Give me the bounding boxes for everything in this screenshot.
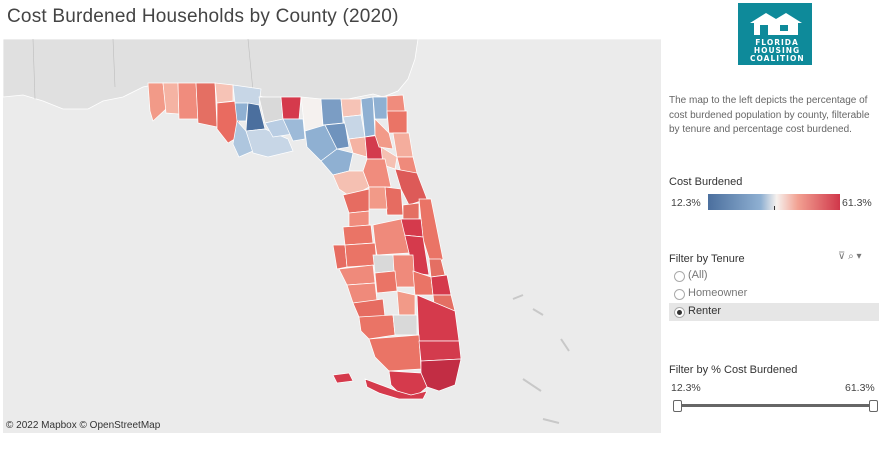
land-north (3, 39, 661, 110)
county-holmes[interactable] (214, 82, 234, 104)
state-border-lines (32, 39, 254, 100)
county-hillsborough[interactable] (344, 242, 378, 268)
county-okaloosa[interactable] (177, 82, 199, 120)
county-indian-river[interactable] (428, 258, 446, 278)
county-sarasota[interactable] (346, 282, 378, 304)
county-sumter[interactable] (368, 186, 388, 210)
county-dixie[interactable] (320, 148, 354, 176)
county-desoto[interactable] (374, 270, 398, 294)
county-franklin[interactable] (245, 128, 294, 158)
logo-line-florida: FLORIDA (755, 38, 799, 47)
county-pinellas[interactable] (332, 244, 348, 270)
county-volusia[interactable] (394, 168, 428, 206)
county-duval[interactable] (386, 110, 408, 134)
map-canvas[interactable] (3, 39, 661, 433)
tenure-option-all[interactable]: (All) (669, 267, 879, 285)
logo-line-coalition: COALITION (750, 54, 805, 63)
radio-renter[interactable] (674, 307, 685, 318)
county-jefferson[interactable] (300, 96, 324, 132)
legend-midpoint-marker (774, 206, 775, 210)
pct-filter-title: Filter by % Cost Burdened (669, 364, 798, 376)
county-st-johns[interactable] (392, 132, 414, 158)
map-attribution[interactable]: © 2022 Mapbox © OpenStreetMap (6, 420, 161, 431)
search-icon[interactable]: ⌕ (848, 251, 854, 262)
radio-homeowner[interactable] (674, 289, 685, 300)
county-monroe-west-island[interactable] (332, 372, 354, 384)
county-washington[interactable] (234, 102, 249, 122)
county-okeechobee[interactable] (412, 270, 434, 296)
county-gulf[interactable] (232, 120, 254, 158)
tenure-option-label: (All) (688, 269, 708, 281)
tenure-option-renter[interactable]: Renter (669, 303, 879, 321)
tenure-option-label: Homeowner (688, 287, 748, 299)
county-hernando[interactable] (348, 210, 370, 228)
slider-min-label: 12.3% (671, 382, 701, 394)
county-leon[interactable] (280, 96, 302, 120)
county-monroe-keys[interactable] (364, 378, 428, 400)
county-manatee[interactable] (338, 264, 376, 286)
color-legend-gradient (708, 194, 840, 210)
county-collier[interactable] (368, 334, 422, 372)
county-walton[interactable] (195, 82, 218, 128)
slider-handle-min[interactable] (673, 400, 682, 412)
choropleth-map[interactable]: © 2022 Mapbox © OpenStreetMap (3, 39, 661, 433)
dropdown-arrow-icon[interactable]: ▾ (856, 251, 862, 262)
county-glades[interactable] (396, 290, 416, 316)
county-hardee[interactable] (372, 254, 396, 274)
florida-housing-coalition-logo: FLORIDA HOUSING COALITION (738, 3, 812, 65)
logo-line-housing: HOUSING (753, 46, 801, 55)
pct-range-slider-track[interactable] (676, 404, 876, 407)
slider-max-label: 61.3% (845, 382, 875, 394)
tenure-option-homeowner[interactable]: Homeowner (669, 285, 879, 303)
filter-tools[interactable]: ⊽ ⌕ ▾ (838, 251, 862, 262)
county-lee[interactable] (358, 314, 396, 340)
county-baker[interactable] (372, 96, 388, 120)
county-broward[interactable] (418, 340, 462, 362)
map-description: The map to the left depicts the percenta… (669, 95, 870, 135)
tenure-filter-title: Filter by Tenure (669, 253, 745, 265)
county-hamilton[interactable] (340, 98, 362, 118)
county-wakulla[interactable] (282, 118, 306, 142)
county-madison[interactable] (320, 98, 344, 126)
legend-min-label: 12.3% (671, 197, 701, 209)
county-hendry[interactable] (392, 314, 418, 336)
county-seminole[interactable] (402, 202, 420, 220)
county-st-lucie[interactable] (430, 274, 452, 296)
dashboard-title: Cost Burdened Households by County (2020… (7, 6, 399, 27)
county-polk[interactable] (372, 218, 410, 256)
slider-handle-max[interactable] (869, 400, 878, 412)
legend-title: Cost Burdened (669, 176, 743, 188)
county-lafayette[interactable] (324, 122, 350, 150)
bahamas-islands (512, 294, 570, 424)
county-santa-rosa[interactable] (162, 82, 180, 115)
county-escambia[interactable] (147, 82, 167, 122)
clear-filter-icon[interactable]: ⊽ (838, 251, 846, 262)
house-logo-icon (750, 13, 802, 35)
tenure-option-label: Renter (688, 305, 722, 317)
county-pasco[interactable] (342, 224, 374, 246)
county-clay[interactable] (374, 118, 394, 150)
radio-all[interactable] (674, 271, 685, 282)
legend-max-label: 61.3% (842, 197, 872, 209)
county-lake[interactable] (384, 186, 404, 216)
